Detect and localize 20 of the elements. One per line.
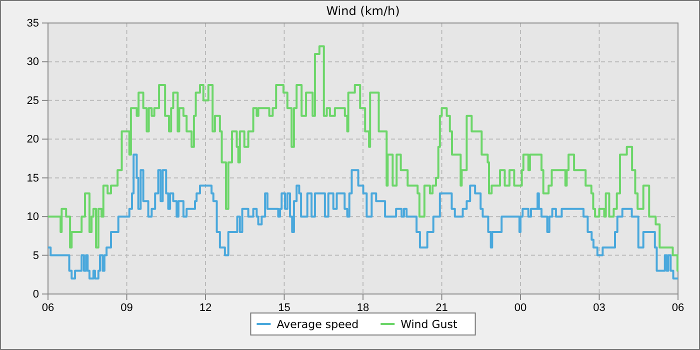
x-tick-label: 21 [436,302,448,314]
x-tick-label: 12 [199,302,212,314]
x-tick-label: 18 [356,302,370,314]
y-tick-label: 30 [26,56,39,68]
y-tick-label: 25 [26,94,39,107]
y-tick-label: 15 [26,172,39,184]
y-tick-label: 20 [26,134,39,146]
y-tick-label: 0 [32,288,39,301]
x-tick-label: 03 [593,302,606,314]
x-tick-label: 06 [42,302,54,314]
x-tick-label: 00 [514,302,527,314]
legend-label: Wind Gust [400,318,458,331]
y-tick-label: 5 [32,250,39,262]
chart-title: Wind (km/h) [326,4,400,18]
legend-label: Average speed [276,318,359,331]
x-tick-label: 09 [120,302,133,314]
x-tick-label: 15 [278,302,290,314]
y-tick-label: 35 [26,18,39,30]
y-tick-label: 10 [26,211,39,224]
x-tick-label: 06 [672,302,684,314]
